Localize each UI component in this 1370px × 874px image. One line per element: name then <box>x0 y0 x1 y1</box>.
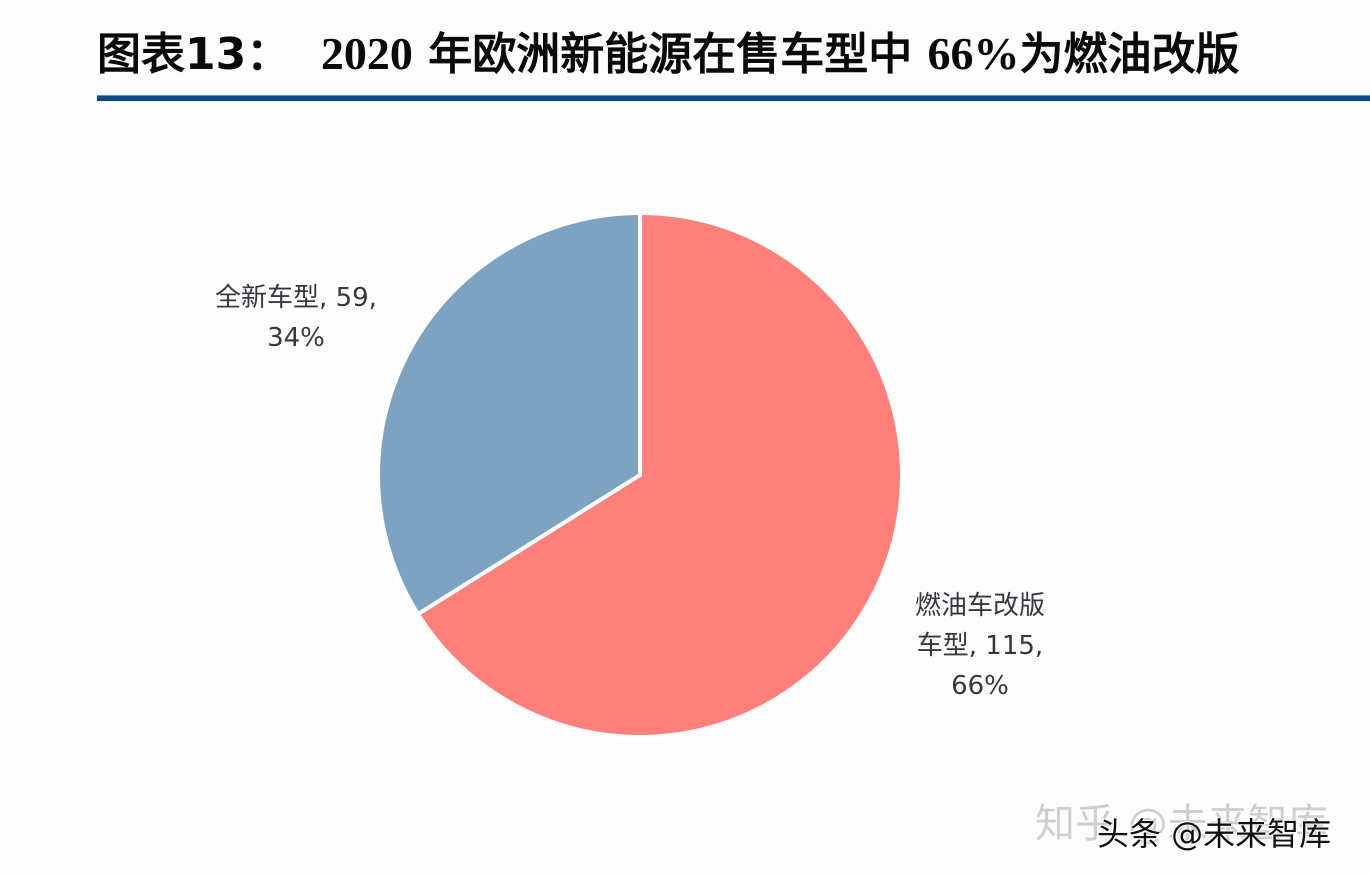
data-label-ice-line1: 燃油车改版 <box>914 591 1045 621</box>
title-percent: 66% <box>927 28 1020 79</box>
data-label-ice-line2: 车型, 115, <box>916 631 1044 661</box>
watermark-toutiao: 头条 @未来智库 <box>1097 815 1332 853</box>
data-label-ice-conversion: 燃油车改版 车型, 115, 66% <box>890 586 1070 706</box>
pie-slices <box>376 210 904 739</box>
data-label-new-model-line1: 全新车型, 59, <box>215 283 377 313</box>
title-underline <box>97 95 1370 101</box>
data-label-new-model-line2: 34% <box>267 323 325 353</box>
title-end: 为燃油改版 <box>1019 29 1240 80</box>
figure-label: 图表13： <box>97 29 291 80</box>
pie-slice-new-model <box>376 210 642 617</box>
chart-title: 图表13： 2020 年欧洲新能源在售车型中 66%为燃油改版 <box>97 24 1337 84</box>
data-label-new-model: 全新车型, 59, 34% <box>196 278 396 358</box>
title-middle: 年欧洲新能源在售车型中 <box>428 29 913 80</box>
pie-slice-ice-conversion <box>415 210 904 739</box>
watermark-zhihu: 知乎 @未来智库 <box>1035 801 1328 847</box>
data-label-ice-line3: 66% <box>951 671 1009 701</box>
title-year: 2020 <box>320 28 413 79</box>
watermark: 知乎 @未来智库 头条 @未来智库 <box>1035 800 1365 860</box>
